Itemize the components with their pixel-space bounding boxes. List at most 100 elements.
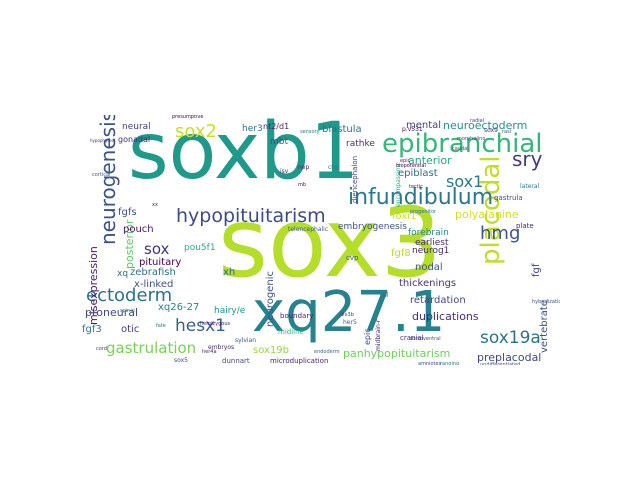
word: fgfs: [118, 207, 137, 218]
word: midline: [278, 328, 304, 336]
word: her3: [242, 124, 263, 134]
word: p.v531: [402, 126, 423, 133]
word: fgf: [531, 263, 542, 277]
word: morpholino: [457, 136, 486, 142]
word: neuroectoderm: [443, 119, 528, 132]
word: nodal: [415, 262, 443, 273]
word: sox19a: [480, 328, 541, 348]
word: sox9: [484, 127, 498, 134]
word: dorsoventral: [409, 336, 441, 342]
word: otic: [121, 324, 140, 335]
word: neurogenesis: [96, 115, 120, 245]
word: sox19b: [253, 345, 290, 356]
word: vertebrate: [539, 300, 550, 353]
word: blastula: [322, 124, 362, 135]
word: proneural: [85, 306, 139, 319]
word: xh: [223, 267, 236, 278]
word: biopotential: [396, 163, 426, 169]
word: x-linked: [134, 279, 174, 290]
word: neural: [122, 122, 151, 132]
word: cranial: [400, 334, 424, 342]
word: radial: [470, 118, 485, 124]
word: pouch: [123, 224, 154, 235]
word: epibranchial: [382, 129, 543, 159]
word: cord: [96, 346, 107, 352]
word: caudal: [452, 146, 469, 152]
word: infundibulum: [348, 185, 494, 210]
word-cloud: sox3 soxb1 xq27.1 placodal epibranchial …: [80, 115, 560, 365]
word: cvp: [346, 254, 359, 262]
word: neurog1: [412, 246, 450, 256]
word: dunnart: [222, 357, 250, 365]
word: pituitary: [139, 257, 182, 268]
word: retardation: [410, 295, 466, 306]
word: hypopituitarism: [176, 205, 326, 227]
word: hybridization: [532, 299, 560, 305]
word: sry: [512, 147, 543, 171]
word: rasl: [502, 129, 512, 135]
word: hmg: [480, 223, 521, 244]
word: sensory: [300, 129, 320, 135]
word: hemizygous: [200, 321, 231, 327]
word: spl: [380, 292, 389, 299]
word: gonadal: [118, 135, 151, 144]
word: soxb1: [128, 115, 360, 197]
word: foxi1: [392, 211, 417, 222]
word: microduplication: [270, 357, 329, 365]
word: gastrula: [494, 194, 523, 202]
word: nt2/d1: [263, 122, 290, 131]
word: cns: [328, 164, 339, 171]
word: mb: [298, 182, 307, 188]
word: fate: [156, 323, 166, 329]
word: spinal: [120, 308, 135, 314]
word: fgf3: [82, 324, 102, 335]
word: amniotes: [418, 361, 442, 366]
word: panhypopituitarism: [343, 347, 451, 360]
word: hairy/e: [214, 306, 246, 316]
word: her5: [343, 319, 357, 326]
word: embryogenesis: [338, 222, 407, 232]
word: cortical: [92, 172, 111, 178]
word: sox: [144, 240, 170, 258]
word: epic: [400, 158, 411, 164]
word: sox3: [218, 187, 442, 299]
word: polyalanine: [455, 208, 519, 221]
word: embryos: [208, 344, 235, 351]
word: preplacodal: [477, 351, 542, 364]
word: forebrain: [408, 228, 449, 238]
word: presumptive: [172, 115, 204, 120]
word: plate: [516, 222, 534, 230]
word: xq27.1: [252, 280, 446, 345]
word: telencephalic: [288, 226, 329, 233]
word: fgf8: [391, 248, 411, 259]
word: nep: [298, 164, 310, 171]
word: earliest: [415, 238, 449, 248]
word: diencephalon: [351, 155, 359, 203]
word: xq: [117, 269, 129, 279]
word: neurogenic: [265, 271, 276, 327]
word: her4a: [202, 349, 217, 355]
word: mbt: [270, 137, 289, 147]
word: rathke: [346, 139, 375, 149]
word: zebrafish: [130, 267, 176, 278]
word: epiblast: [398, 168, 438, 179]
word: hesx1: [175, 316, 226, 336]
word: thickenings: [399, 278, 457, 289]
word: tectic: [409, 184, 423, 190]
word: sylvian: [235, 337, 257, 344]
word: anterior: [408, 154, 452, 167]
word: sox5: [174, 357, 188, 364]
word: endoderm: [314, 349, 340, 355]
word: duplications: [412, 310, 479, 323]
word: boundary: [280, 312, 314, 320]
word: gastrulation: [106, 339, 197, 357]
word: dlx3b: [340, 312, 354, 318]
word: mental: [406, 120, 442, 131]
word: hypophyseal: [90, 138, 116, 143]
word: xq26-27: [158, 302, 200, 313]
word: progenitor: [410, 209, 437, 215]
word: xx: [152, 202, 158, 208]
word: sox2: [175, 121, 217, 142]
word: pou5f1: [184, 243, 216, 253]
word: ranging: [440, 361, 460, 366]
